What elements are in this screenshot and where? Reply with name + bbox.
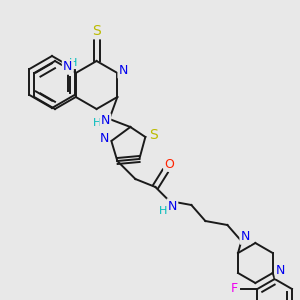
Text: N: N xyxy=(63,61,73,74)
Text: N: N xyxy=(168,200,177,212)
Text: S: S xyxy=(149,128,158,142)
Text: N: N xyxy=(241,230,250,244)
Text: N: N xyxy=(276,265,285,278)
Text: N: N xyxy=(101,115,110,128)
Text: N: N xyxy=(119,64,128,77)
Text: N: N xyxy=(100,133,109,146)
Text: F: F xyxy=(231,283,238,296)
Text: H: H xyxy=(93,118,101,128)
Text: O: O xyxy=(164,158,174,170)
Text: S: S xyxy=(92,24,101,38)
Text: H: H xyxy=(159,206,167,216)
Text: H: H xyxy=(69,58,77,68)
